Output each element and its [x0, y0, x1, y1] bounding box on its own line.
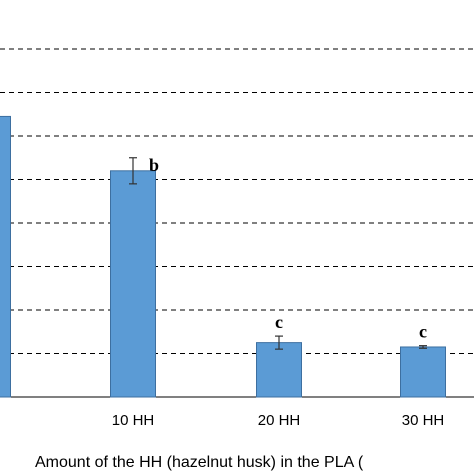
significance-label: b	[149, 155, 159, 175]
bars	[0, 115, 446, 398]
bar-a	[0, 115, 11, 398]
x-tick-label: 20 HH	[258, 412, 301, 429]
significance-label: c	[419, 322, 427, 342]
bar-30-hh	[400, 346, 446, 398]
significance-label: c	[275, 312, 283, 332]
x-axis-title: Amount of the HH (hazelnut husk) in the …	[35, 454, 364, 471]
gridlines	[0, 48, 474, 354]
x-tick-label: 10 HH	[112, 412, 155, 429]
bar-10-hh	[110, 170, 156, 398]
bar-20-hh	[256, 342, 302, 398]
error-bar	[129, 157, 137, 185]
x-tick-label: 30 HH	[402, 412, 445, 429]
error-bar	[275, 335, 283, 350]
error-bar	[419, 345, 427, 349]
